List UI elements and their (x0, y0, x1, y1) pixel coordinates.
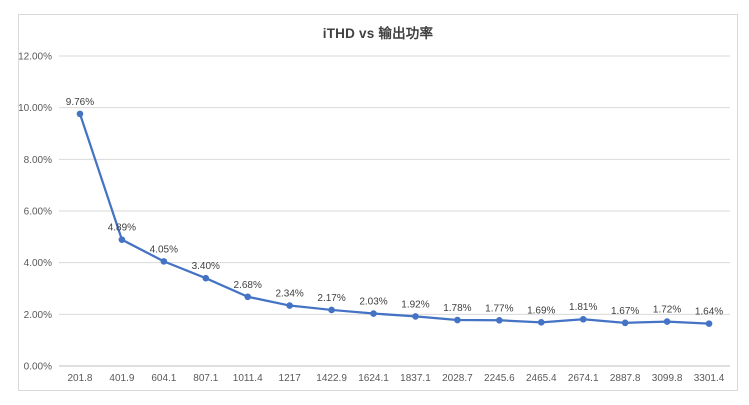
x-axis-tick-label: 2245.6 (484, 373, 515, 384)
data-point-marker (244, 293, 252, 301)
chart-title: iTHD vs 输出功率 (322, 26, 434, 41)
data-point-label: 1.78% (443, 303, 471, 314)
x-axis-tick-label: 2674.1 (568, 373, 599, 384)
x-axis-tick-label: 807.1 (193, 373, 218, 384)
data-point-marker (579, 315, 587, 323)
x-axis-tick-label: 2465.4 (526, 373, 557, 384)
line-plot-area: 0.00% 2.00% 4.00% 6.00% 8.00% 10.00% 12.00% 201… (19, 52, 730, 384)
data-point-label: 1.77% (485, 303, 513, 314)
y-axis-tick-label: 6.00% (24, 207, 52, 218)
data-point-label: 1.67% (611, 306, 639, 317)
x-axis-tick-label: 3099.8 (652, 373, 683, 384)
data-point-marker (328, 306, 335, 314)
x-axis-tick-label: 201.8 (67, 373, 92, 384)
data-point-label: 1.69% (527, 305, 555, 316)
data-point-label: 1.81% (569, 302, 597, 313)
data-point-label: 1.72% (653, 305, 681, 316)
y-axis-tick-label: 0.00% (24, 362, 52, 373)
data-point-label: 1.64% (695, 307, 723, 318)
data-point-label: 2.03% (359, 297, 387, 308)
x-axis-tick-label: 1837.1 (400, 373, 431, 384)
data-point-label: 3.40% (192, 261, 220, 272)
x-axis-tick-label: 2028.7 (442, 373, 473, 384)
data-point-marker (496, 316, 503, 324)
y-axis-tick-label: 10.00% (19, 103, 52, 114)
data-point-label: 2.17% (317, 293, 345, 304)
data-point-label: 2.34% (275, 289, 303, 300)
x-axis-tick-label: 2887.8 (610, 373, 641, 384)
data-point-marker (621, 319, 629, 327)
x-axis-tick-label: 1217 (279, 373, 302, 384)
chart-ithd-vs-output-power[interactable]: iTHD vs 输出功率 0.00% 2.00% 4.00% 6.00% 8.00% 10… (18, 14, 738, 391)
data-point-marker (118, 236, 126, 243)
x-axis-tick-label: 1624.1 (358, 373, 389, 384)
data-point-marker (412, 313, 419, 320)
data-point-label: 4.05% (150, 244, 178, 255)
y-axis-tick-label: 8.00% (24, 155, 52, 166)
data-point-marker (454, 316, 461, 324)
x-axis-tick-label: 604.1 (151, 373, 176, 384)
x-axis-tick-label: 1011.4 (233, 373, 263, 384)
data-point-marker (76, 110, 84, 118)
data-point-marker (663, 318, 671, 325)
y-axis-tick-label: 12.00% (19, 52, 52, 63)
data-point-label: 1.92% (401, 299, 429, 310)
data-point-marker (537, 319, 545, 326)
data-point-marker (202, 274, 210, 282)
x-axis-tick-label: 3301.4 (694, 373, 725, 384)
data-point-marker (705, 320, 713, 327)
data-point-label: 9.76% (66, 97, 94, 108)
data-point-marker (160, 258, 168, 265)
x-axis-tick-label: 1422.9 (316, 373, 347, 384)
x-axis-tick-label: 401.9 (109, 373, 134, 384)
data-point-marker (370, 310, 377, 317)
y-axis-tick-label: 4.00% (24, 258, 52, 269)
y-axis-tick-label: 2.00% (24, 310, 52, 321)
data-point-label: 4.89% (108, 223, 136, 234)
series-line (78, 112, 711, 325)
data-point-marker (286, 302, 293, 309)
data-point-label: 2.68% (234, 280, 262, 291)
